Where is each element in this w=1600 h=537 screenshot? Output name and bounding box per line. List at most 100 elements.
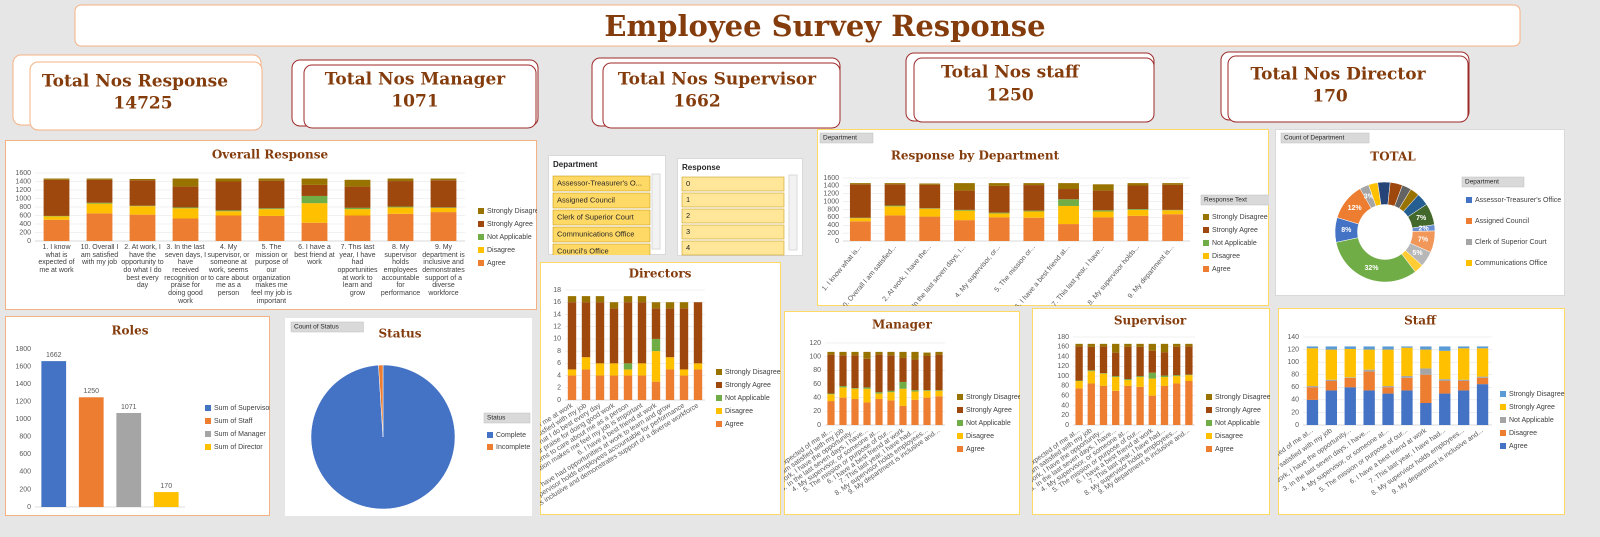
bar-segment [954,220,975,241]
x-tick-label-box: 4. My supervisor, or someone at work, se… [207,244,250,310]
bar-segment [666,308,674,357]
legend-label: Disagree [725,408,753,415]
kpi-label: Total Nos Director [1250,65,1426,85]
bar-segment [1112,377,1119,391]
y-tick-label: 12 [553,324,561,331]
bar-segment [1477,378,1488,384]
bar-segment [596,296,604,302]
bar-segment [827,401,834,425]
kpi-value: 1250 [986,86,1033,106]
bar [79,397,104,507]
legend-label: Disagree [1509,430,1537,437]
slicer-scrollbar [789,175,797,250]
legend-swatch [1203,227,1209,233]
y-tick-label: 200 [19,486,31,493]
bar-segment [652,308,660,339]
bar-segment [850,184,871,217]
bar-segment [1023,185,1044,211]
slicer-item-label: Assessor-Treasurer's O... [557,178,642,187]
bar-segment [130,179,156,180]
legend-swatch [205,405,211,411]
bar-segment [954,211,975,220]
bar-segment [87,203,113,204]
bar-segment [596,376,604,400]
y-tick-label: 1600 [823,175,839,182]
bar-segment [1326,346,1337,349]
chart-panel: Overall Response020040060080010001200140… [6,141,543,311]
y-tick-label: 4 [557,372,561,379]
y-tick-label: 1000 [15,195,31,202]
kpi-label: Total Nos Manager [325,70,507,90]
bar-segment [216,216,242,242]
bar-segment [1058,183,1079,189]
bar-segment [87,213,113,241]
bar-segment [935,391,942,396]
y-tick-label: 2 [557,385,561,392]
data-label: 170 [160,483,172,490]
bar-segment [652,382,660,400]
bar-segment [1023,183,1044,185]
bar-segment [666,357,674,369]
bar-segment [1100,346,1107,373]
slicer-item-label: Council's Office [557,246,609,255]
bar-segment [1363,346,1374,349]
bar-segment [1128,209,1149,210]
bar-segment [1093,211,1114,217]
bar-segment [1161,376,1168,377]
legend-swatch [1466,260,1472,266]
x-tick-label: 2. At work, I have the opportunity to do… [121,244,164,290]
legend-swatch [478,247,484,253]
bar-segment [610,302,618,308]
bar-segment [1136,377,1143,387]
bar-segment [1093,184,1114,190]
x-tick-label: 8. My supervisor holds employees account… [379,244,422,298]
legend-label: Sum of Manager [214,431,266,438]
legend-label: Strongly Disagree [966,394,1022,401]
chart-title: TOTAL [1370,150,1416,164]
chart-title: Supervisor [1114,314,1187,328]
bar-segment [638,376,646,400]
bar-segment [1058,189,1079,199]
bar-segment [1075,381,1082,388]
y-tick-label: 140 [1287,334,1299,341]
bar-segment [610,308,618,363]
bar-segment [1185,375,1192,381]
bar-segment [1058,224,1079,241]
legend-swatch [1466,197,1472,203]
slicer-item [682,193,784,207]
bar-segment [899,389,906,406]
kpi-label: Total Nos Response [42,72,228,92]
x-tick-label: 3. In the last seven days, I have receiv… [164,244,207,306]
legend-swatch [478,208,484,214]
bar-segment [935,352,942,355]
bar-segment [1401,348,1412,376]
legend-label: Agree [1212,266,1231,273]
y-tick-label: 80 [1061,383,1069,390]
legend-swatch [1206,433,1212,439]
bar-segment [388,181,414,207]
y-tick-label: 1400 [15,178,31,185]
bar-segment [44,179,70,180]
bar-segment [954,183,975,190]
bar-segment [839,386,846,387]
bar-segment [1136,344,1143,347]
bar-segment [1185,344,1192,346]
bar-segment [388,214,414,241]
bar-segment [885,215,906,241]
legend-swatch [1466,239,1472,245]
bar-segment [87,204,113,214]
bar-segment [1149,344,1156,351]
y-tick-label: 40 [1061,402,1069,409]
bar-segment [302,223,328,241]
bar-segment [680,376,688,400]
bar-segment [1345,387,1356,425]
bar-segment [1458,348,1469,379]
legend-label: Disagree [1215,433,1243,440]
bar-segment [919,184,940,185]
legend-swatch [478,234,484,240]
bar-segment [216,211,242,215]
bar-segment [44,220,70,241]
